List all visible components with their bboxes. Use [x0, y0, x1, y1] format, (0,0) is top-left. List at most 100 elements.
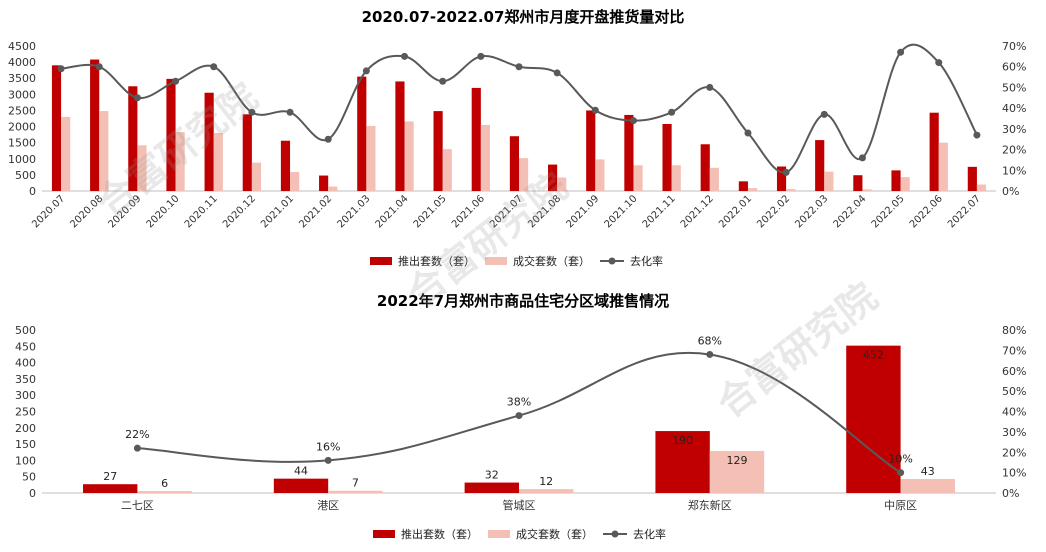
bar-supply [280, 140, 291, 191]
y-right-tick-label: 20% [1002, 446, 1026, 459]
x-tick-label: 管城区 [503, 498, 536, 512]
bar-deal [900, 478, 955, 493]
y-right-tick-label: 20% [1002, 144, 1026, 157]
y-right-tick-label: 60% [1002, 61, 1026, 74]
y-left-tick-label: 2000 [8, 121, 36, 134]
chart2-title: 2022年7月郑州市商品住宅分区域推售情况 [377, 292, 669, 310]
x-tick-label: 2022.07 [946, 193, 983, 230]
y-right-tick-label: 30% [1002, 426, 1026, 439]
rate-point [248, 108, 256, 116]
bar-deal [976, 184, 987, 191]
bar-deal [519, 489, 574, 493]
rate-label: 68% [698, 334, 722, 347]
bar-supply [891, 170, 901, 191]
rate-point [706, 83, 714, 91]
legend-label-rate: 去化率 [630, 254, 663, 268]
legend-marker-rate [608, 257, 616, 265]
legend-label-rate: 去化率 [633, 527, 666, 541]
bar-deal [709, 450, 765, 493]
rate-point [973, 131, 981, 139]
rate-point [133, 444, 141, 452]
bar-supply [929, 112, 939, 191]
bar-supply-label: 190 [672, 434, 693, 447]
x-tick-label: 2021.11 [641, 193, 678, 230]
bar-supply [204, 92, 214, 191]
bar-supply [967, 166, 977, 191]
bar-deal [328, 186, 338, 191]
rate-point [324, 456, 332, 464]
y-left-tick-label: 450 [15, 340, 36, 353]
bar-supply [700, 144, 710, 191]
rate-point [477, 52, 485, 60]
bar-deal [824, 171, 834, 191]
legend-label-deal: 成交套数（套） [516, 527, 593, 541]
rate-point [172, 77, 180, 85]
bar-supply [83, 484, 138, 493]
y-right-tick-label: 0% [1002, 185, 1019, 198]
rate-point [57, 65, 65, 73]
y-left-tick-label: 500 [15, 324, 36, 337]
legend-label-supply: 推出套数（套） [398, 254, 475, 268]
bar-deal [137, 145, 147, 191]
x-tick-label: 2021.10 [603, 193, 640, 230]
y-right-tick-label: 10% [1002, 164, 1026, 177]
x-tick-label: 2022.01 [717, 193, 754, 230]
y-left-tick-label: 350 [15, 373, 36, 386]
legend-label-supply: 推出套数（套） [401, 527, 478, 541]
rate-point [591, 106, 599, 114]
rate-point [95, 63, 103, 71]
bar-deal [99, 111, 109, 191]
bar-deal [671, 165, 681, 191]
y-left-tick-label: 250 [15, 406, 36, 419]
bar-supply [586, 110, 596, 191]
y-left-tick-label: 150 [15, 438, 36, 451]
x-tick-label: 2022.02 [755, 193, 792, 230]
x-tick-label: 2020.12 [221, 193, 258, 230]
bar-deal-label: 7 [352, 477, 359, 490]
bar-deal [786, 189, 796, 191]
y-right-tick-label: 0% [1002, 487, 1019, 500]
y-right-tick-label: 10% [1002, 467, 1026, 480]
bar-supply-label: 32 [485, 469, 499, 482]
rate-point [553, 69, 561, 77]
chart2-plot: 0 50 100 150 200 250 300 350 400 450 500 0% 10% 20% 30… [15, 324, 1026, 541]
y-left-tick-label: 0 [29, 185, 36, 198]
bar-supply [853, 175, 863, 191]
rate-label: 10% [888, 453, 912, 466]
rate-point [744, 129, 752, 137]
chart1-title: 2020.07-2022.07郑州市月度开盘推货量对比 [362, 8, 685, 26]
x-tick-label: 2021.03 [335, 193, 372, 230]
bar-supply [509, 136, 519, 191]
bar-deal [404, 121, 414, 191]
bar-supply [319, 175, 329, 191]
x-tick-label: 2021.06 [450, 193, 487, 230]
bar-deal [862, 189, 872, 191]
x-tick-label: 2021.09 [564, 193, 601, 230]
bar-supply [471, 87, 481, 191]
x-tick-label: 2022.03 [793, 193, 830, 230]
rate-point [858, 154, 866, 162]
y-left-tick-label: 2500 [8, 104, 36, 117]
legend-marker-rate [611, 530, 619, 538]
bar-deal [557, 177, 567, 191]
x-tick-label: 2022.04 [832, 193, 869, 230]
rate-point [897, 469, 905, 477]
bar-supply [242, 114, 252, 191]
bar-deal [519, 158, 529, 191]
rate-point [286, 108, 294, 116]
x-tick-label: 2020.09 [106, 193, 143, 230]
y-right-tick-label: 50% [1002, 385, 1026, 398]
bar-deal [480, 124, 490, 191]
legend-swatch-deal [485, 257, 507, 265]
rate-point [706, 350, 714, 358]
bar-deal-label: 43 [921, 465, 935, 478]
y-left-tick-label: 3000 [8, 88, 36, 101]
bar-deal-label: 6 [161, 477, 168, 490]
y-right-tick-label: 80% [1002, 324, 1026, 337]
y-left-tick-label: 3500 [8, 72, 36, 85]
bar-supply [738, 181, 748, 191]
x-tick-label: 2021.12 [679, 193, 716, 230]
rate-point [668, 108, 676, 116]
y-right-tick-label: 30% [1002, 123, 1026, 136]
bar-supply [433, 111, 443, 191]
